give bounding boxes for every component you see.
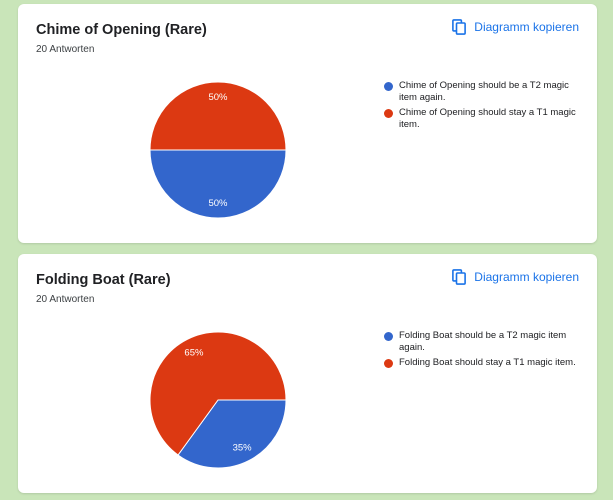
- slice-label: 50%: [208, 92, 228, 103]
- card-title: Folding Boat (Rare): [36, 272, 171, 288]
- slice-label: 50%: [208, 198, 228, 209]
- copy-icon: [452, 19, 467, 35]
- legend-swatch-blue: [384, 331, 393, 341]
- legend-label: Chime of Opening should stay a T1 magic …: [399, 107, 576, 130]
- legend-item: Folding Boat should be a T2 magic item a…: [384, 330, 584, 354]
- response-count: 20 Antworten: [36, 294, 95, 305]
- pie-chart: 50% 50%: [149, 81, 287, 219]
- legend-item: Folding Boat should stay a T1 magic item…: [384, 357, 584, 369]
- copy-chart-label: Diagramm kopieren: [474, 20, 579, 34]
- pie-slice: [177, 399, 287, 469]
- legend-label: Chime of Opening should be a T2 magic it…: [399, 80, 569, 103]
- card-title: Chime of Opening (Rare): [36, 22, 207, 38]
- legend-label: Folding Boat should be a T2 magic item a…: [399, 330, 567, 353]
- chart-legend: Chime of Opening should be a T2 magic it…: [384, 80, 584, 134]
- pie-slice: [149, 81, 287, 151]
- legend-label: Folding Boat should stay a T1 magic item…: [399, 357, 576, 368]
- legend-swatch-red: [384, 108, 393, 118]
- slice-label: 65%: [184, 348, 204, 359]
- copy-chart-button[interactable]: Diagramm kopieren: [452, 269, 579, 285]
- pie-chart: 35% 65%: [149, 331, 287, 469]
- legend-swatch-blue: [384, 81, 393, 91]
- slice-label: 35%: [233, 442, 253, 453]
- chart-legend: Folding Boat should be a T2 magic item a…: [384, 330, 584, 372]
- legend-item: Chime of Opening should stay a T1 magic …: [384, 107, 584, 131]
- copy-chart-label: Diagramm kopieren: [474, 270, 579, 284]
- copy-icon: [452, 269, 467, 285]
- response-count: 20 Antworten: [36, 44, 95, 55]
- legend-swatch-red: [384, 358, 393, 368]
- pie-slice: [149, 149, 287, 219]
- pie-slice: [149, 331, 287, 456]
- legend-item: Chime of Opening should be a T2 magic it…: [384, 80, 584, 104]
- chart-card: Folding Boat (Rare) 20 Antworten Diagram…: [18, 254, 597, 493]
- chart-card: Chime of Opening (Rare) 20 Antworten Dia…: [18, 4, 597, 243]
- copy-chart-button[interactable]: Diagramm kopieren: [452, 19, 579, 35]
